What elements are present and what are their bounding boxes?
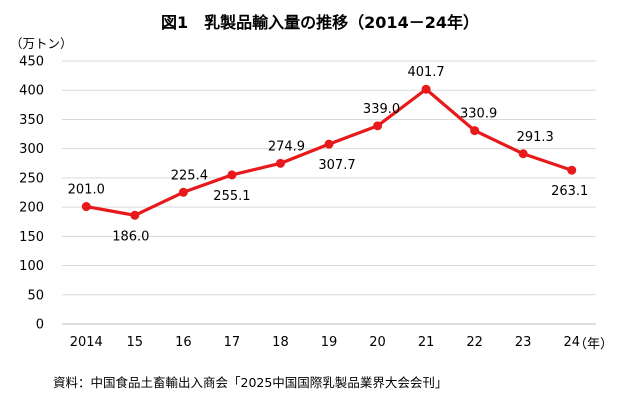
y-tick-label: 350 [19, 113, 44, 128]
data-point [518, 149, 528, 159]
data-label: 225.4 [171, 168, 208, 183]
x-axis-ticks: 2014 15 16 17 18 19 20 21 22 23 24 [70, 335, 580, 350]
data-point [130, 210, 140, 220]
y-tick-label: 150 [19, 230, 44, 245]
data-point [227, 170, 237, 180]
x-tick-label: 18 [272, 335, 289, 350]
data-label: 255.1 [213, 189, 250, 204]
data-point [324, 139, 334, 149]
data-label: 186.0 [112, 229, 149, 244]
x-tick-label: 21 [418, 335, 435, 350]
data-label: 291.3 [517, 130, 554, 145]
y-tick-label: 450 [19, 55, 44, 70]
x-tick-label: 2014 [70, 335, 103, 350]
x-tick-label: 16 [175, 335, 192, 350]
chart-title: 図1 乳製品輸入量の推移（2014－24年） [161, 13, 479, 32]
x-tick-label: 19 [321, 335, 338, 350]
x-tick-label: 23 [515, 335, 532, 350]
x-tick-label: 20 [369, 335, 386, 350]
data-label: 339.0 [363, 102, 400, 117]
y-tick-label: 300 [19, 142, 44, 157]
data-point [421, 84, 431, 94]
x-tick-label: 15 [127, 335, 144, 350]
y-tick-label: 100 [19, 259, 44, 274]
data-label: 401.7 [407, 65, 444, 80]
y-tick-label: 50 [27, 288, 44, 303]
gridlines [62, 60, 596, 325]
source-note: 資料：中国食品土畜輸出入商会「2025中国国際乳製品業界大会会刊」 [53, 375, 448, 390]
data-point [81, 202, 91, 212]
data-labels: 201.0 186.0 225.4 255.1 274.9 307.7 339.0 401.7… [68, 65, 589, 244]
y-axis-ticks: 0 50 100 150 200 250 300 350 400 450 [19, 55, 44, 333]
y-axis-unit: （万トン） [10, 36, 73, 51]
data-label: 330.9 [460, 107, 497, 122]
y-tick-label: 400 [19, 84, 44, 99]
x-tick-label: 22 [466, 335, 483, 350]
data-label: 307.7 [318, 158, 355, 173]
data-point [470, 126, 480, 136]
data-point [567, 165, 577, 175]
y-tick-label: 200 [19, 201, 44, 216]
data-point [178, 187, 188, 197]
x-axis-unit: （年） [574, 337, 614, 352]
x-tick-label: 24 [563, 335, 580, 350]
data-label: 263.1 [551, 184, 588, 199]
y-tick-label: 250 [19, 171, 44, 186]
data-point [373, 121, 383, 131]
y-tick-label: 0 [36, 318, 44, 333]
data-point [275, 158, 285, 168]
data-series [81, 84, 577, 220]
data-label: 274.9 [268, 139, 305, 154]
x-tick-label: 17 [224, 335, 241, 350]
series-line [85, 87, 573, 217]
data-label: 201.0 [68, 183, 105, 198]
